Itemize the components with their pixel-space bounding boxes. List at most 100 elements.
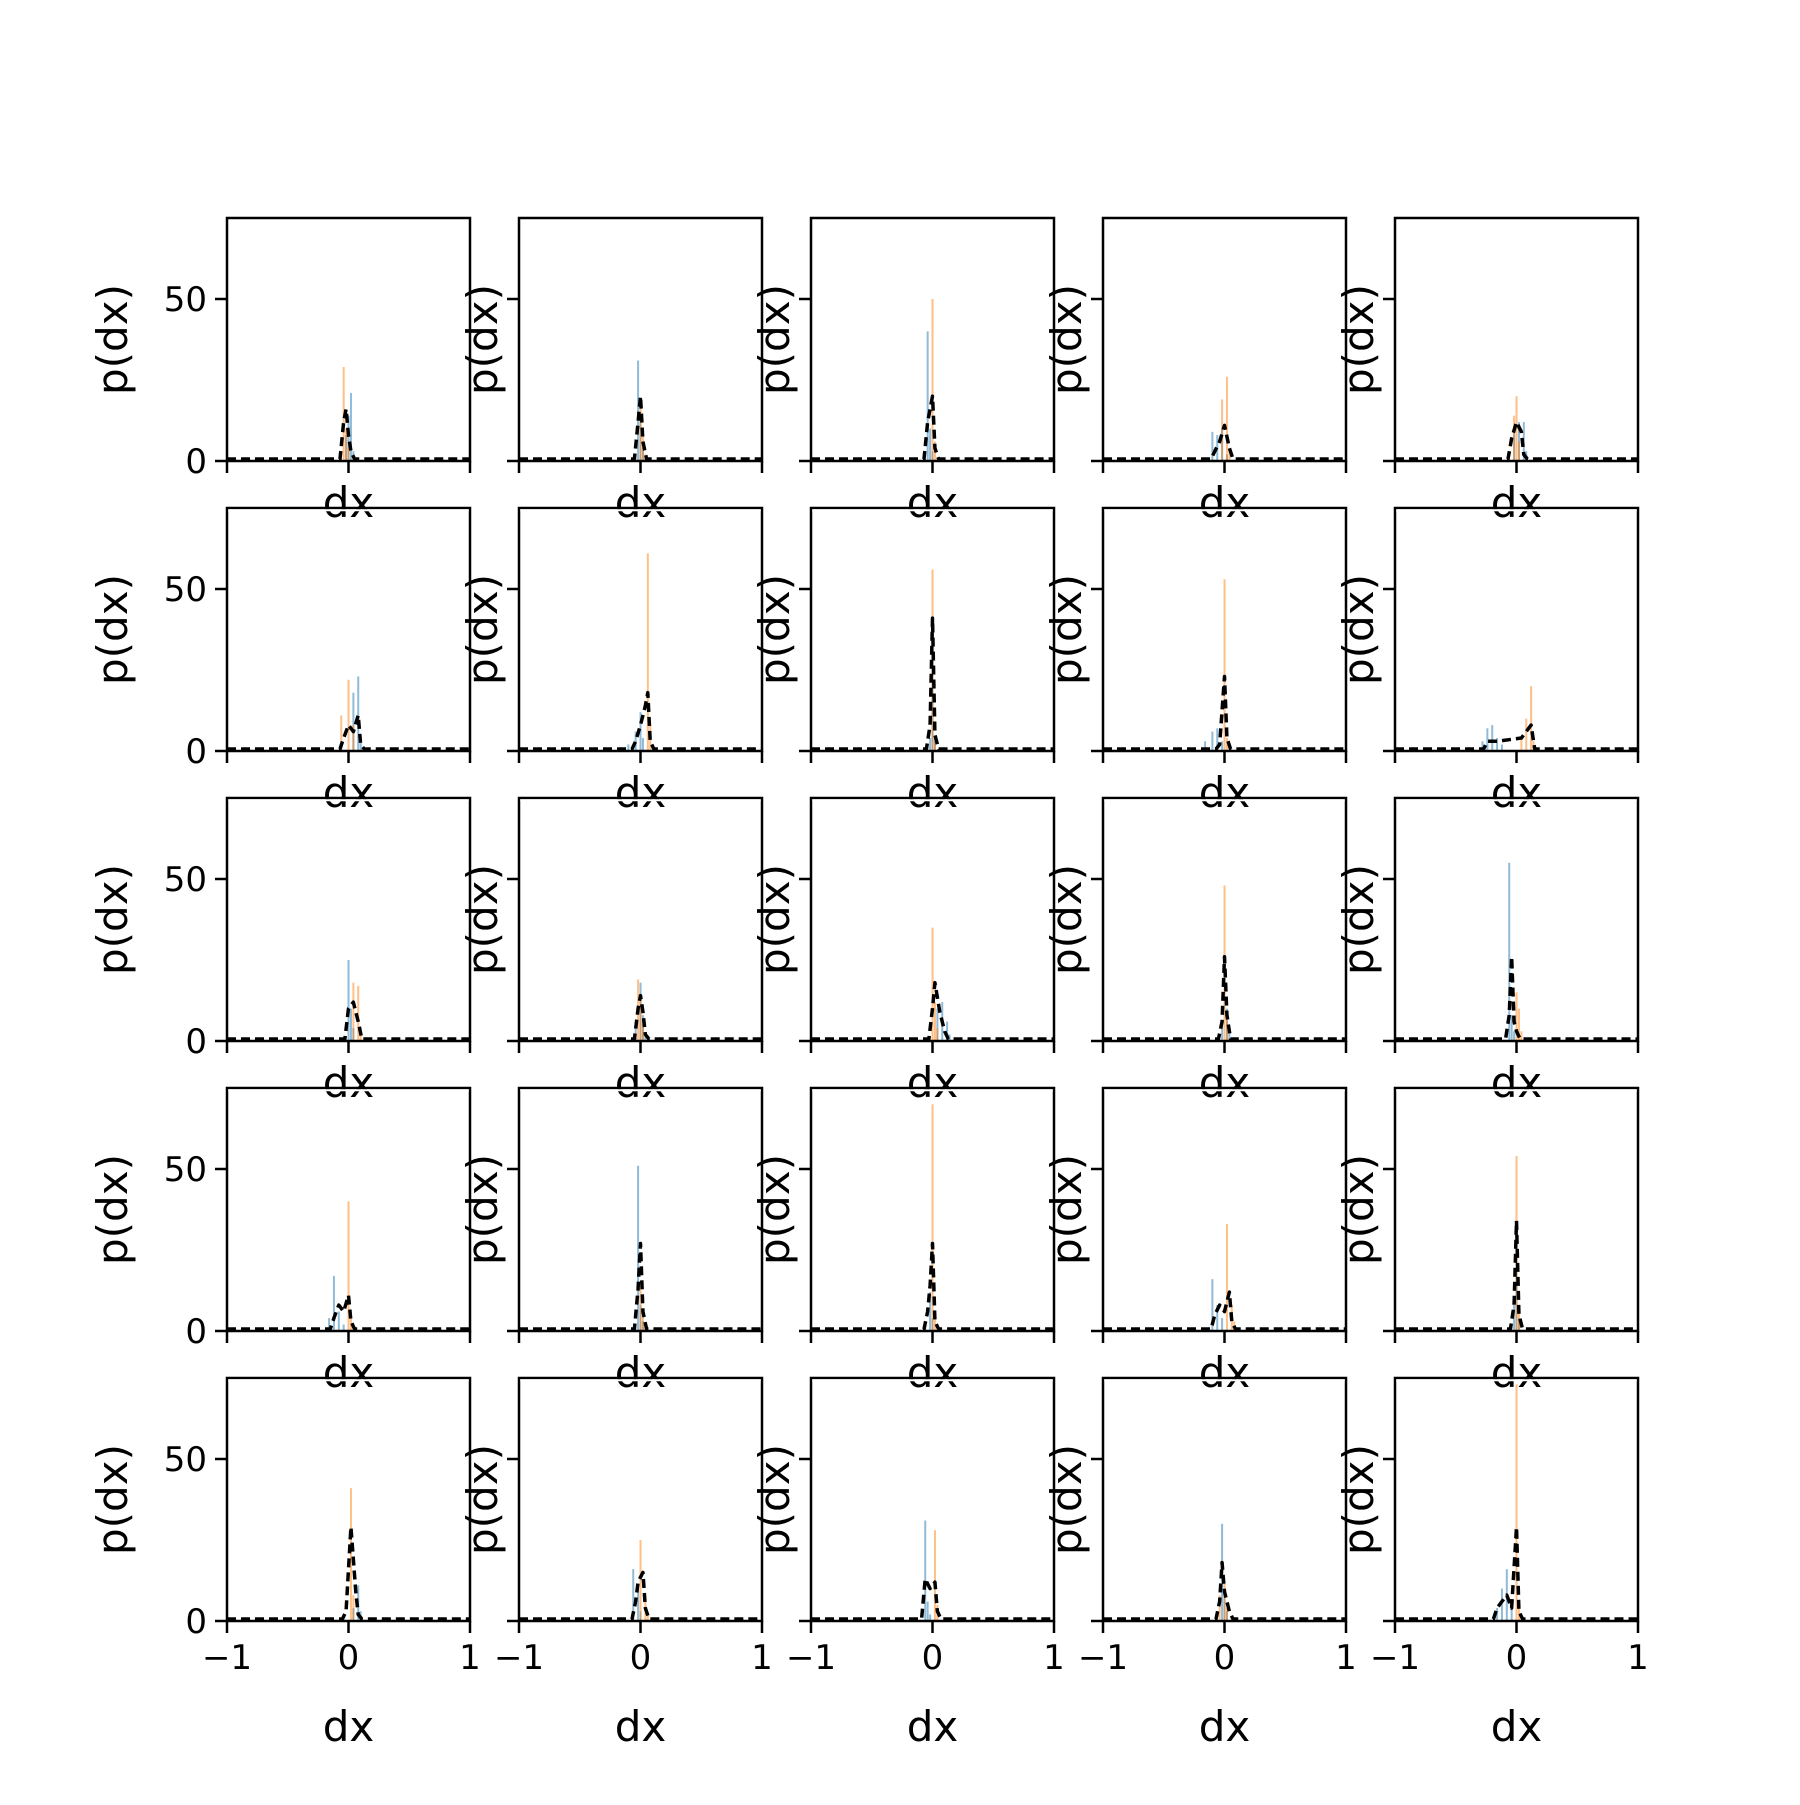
series-b-bar-1: [931, 927, 934, 1041]
mask-strip: [1396, 1379, 1637, 1382]
panel-3-5: dx p(dx): [1334, 796, 1640, 1107]
y-axis-label: p(dx): [1334, 284, 1383, 395]
series-a-bar-1: [929, 738, 932, 751]
series-b-bar-2: [1225, 1015, 1228, 1041]
series-a-bar-4: [342, 1324, 345, 1331]
series-a-bar-2: [929, 428, 932, 461]
x-axis-label: dx: [1491, 1058, 1543, 1107]
series-c-line: [227, 713, 470, 751]
y-axis-label: p(dx): [458, 284, 507, 395]
series-c-line: [519, 1241, 762, 1331]
mask-strip: [228, 799, 469, 802]
series-a-bar-2: [634, 731, 637, 751]
series-a-bar-3: [1491, 725, 1494, 751]
x-axis-label: dx: [1199, 478, 1251, 527]
series-b-bar-2: [639, 995, 642, 1041]
x-tick-label: 0: [922, 1638, 944, 1678]
series-c-line: [1395, 955, 1638, 1041]
series-b-bar-1: [646, 553, 649, 751]
mask-strip: [812, 1379, 1053, 1382]
series-b-bar-2: [1223, 1582, 1226, 1621]
x-axis-label: dx: [615, 478, 667, 527]
series-a-bar-3: [1221, 1318, 1224, 1331]
series-c-line: [1103, 1560, 1346, 1621]
mask-strip: [520, 1379, 761, 1382]
series-b-bar-2: [1515, 396, 1518, 461]
series-a-bar-3: [639, 712, 642, 751]
panel-2-5: dx p(dx): [1334, 506, 1640, 817]
panel-1-2: dx p(dx): [458, 216, 764, 527]
y-axis-label: p(dx): [1334, 864, 1383, 975]
mask-strip: [228, 509, 469, 512]
mask-strip: [812, 799, 1053, 802]
x-axis-label: dx: [1491, 1702, 1543, 1751]
series-a-bar-1: [1481, 741, 1484, 751]
y-tick-label: 50: [164, 860, 207, 900]
x-axis-label: dx: [907, 1702, 959, 1751]
mask-strip: [1104, 1089, 1345, 1092]
series-c-line: [811, 980, 1054, 1041]
x-tick-label: 1: [751, 1638, 773, 1678]
x-axis-label: dx: [1491, 768, 1543, 817]
mask-strip: [1396, 799, 1637, 802]
series-b-bar-2: [1517, 1008, 1520, 1041]
x-axis-label: dx: [907, 478, 959, 527]
series-b-bar-2: [347, 679, 350, 751]
series-b-bar-1: [1221, 399, 1224, 461]
y-tick-label: 50: [164, 1150, 207, 1190]
series-b-bar-1: [1225, 1224, 1228, 1331]
series-b-bar-3: [347, 448, 350, 461]
panel-4-3: dx p(dx): [750, 1086, 1056, 1397]
mask-strip: [812, 509, 1053, 512]
series-a-bar-1: [1204, 741, 1207, 751]
series-a-bar-1: [924, 1520, 927, 1621]
series-a-bar-2: [929, 1292, 932, 1331]
series-c-line: [1395, 420, 1638, 461]
panel-5-2: −1 0 1 dx p(dx): [458, 1376, 773, 1751]
series-a-bar-1: [1211, 431, 1214, 461]
series-c-line: [227, 1000, 470, 1041]
mask-strip: [812, 1089, 1053, 1092]
y-axis-label: p(dx): [1042, 284, 1091, 395]
series-a-bar-3: [1513, 1031, 1516, 1041]
y-axis-label: p(dx): [750, 864, 799, 975]
panel-2-4: dx p(dx): [1042, 506, 1348, 817]
series-a-bar-2: [926, 1601, 929, 1621]
series-c-line: [811, 1577, 1054, 1621]
y-tick-label: 50: [164, 1440, 207, 1480]
y-axis-label: p(dx): [1334, 574, 1383, 685]
series-c-line: [519, 394, 762, 461]
series-b-bar-3: [936, 1028, 939, 1041]
panel-2-1: 0 50 dx p(dx): [88, 506, 472, 817]
series-c-line: [519, 993, 762, 1041]
series-a-bar-2: [347, 415, 350, 461]
series-a-bar-1: [328, 1318, 331, 1331]
x-axis-label: dx: [323, 478, 375, 527]
y-axis-label: p(dx): [750, 1444, 799, 1555]
series-c-line: [519, 1570, 762, 1621]
x-tick-label: 1: [1043, 1638, 1065, 1678]
series-a-bar-1: [634, 1021, 637, 1041]
series-a-bar-1: [936, 1008, 939, 1041]
x-axis-label: dx: [1199, 1702, 1251, 1751]
axes-frame: [225, 1376, 472, 1623]
series-a-bar-3: [1216, 728, 1219, 751]
series-b-bar-2: [933, 1002, 936, 1041]
y-axis-label: p(dx): [458, 1444, 507, 1555]
mask-strip: [520, 799, 761, 802]
series-c-line: [811, 394, 1054, 461]
series-a-bar-4: [1496, 738, 1499, 751]
mask-strip: [1104, 1379, 1345, 1382]
series-b-bar-2: [641, 1311, 644, 1331]
x-tick-label: 0: [338, 1638, 360, 1678]
mask-strip: [1104, 509, 1345, 512]
series-c-line: [1103, 674, 1346, 751]
series-c-line: [811, 616, 1054, 751]
series-b-bar-1: [639, 402, 642, 461]
panel-1-5: dx p(dx): [1334, 216, 1640, 527]
y-axis-label: p(dx): [750, 1154, 799, 1265]
series-b-bar-3: [1225, 1608, 1228, 1621]
series-a-bar-4: [644, 1034, 647, 1041]
panel-3-2: dx p(dx): [458, 796, 764, 1107]
